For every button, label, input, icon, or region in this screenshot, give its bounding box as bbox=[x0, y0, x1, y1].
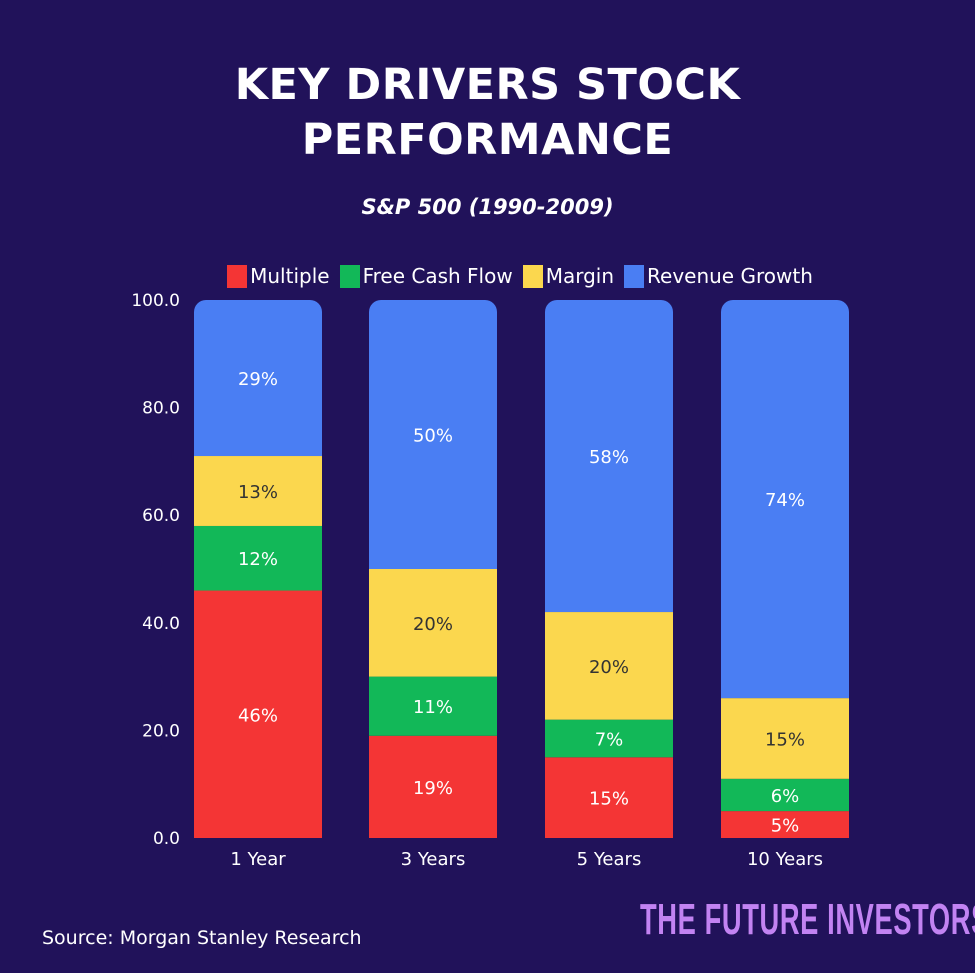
legend-label: Margin bbox=[545, 264, 615, 288]
legend-label: Revenue Growth bbox=[647, 264, 813, 288]
title-line-2: PERFORMANCE bbox=[301, 115, 674, 165]
source-note: Source: Morgan Stanley Research bbox=[42, 927, 362, 949]
bar-segment bbox=[545, 719, 673, 758]
legend: Multiple Free Cash Flow Margin Revenue Grow… bbox=[0, 264, 975, 288]
legend-item: Multiple bbox=[227, 264, 330, 288]
x-tick-label: 1 Year bbox=[230, 849, 286, 870]
legend-swatch bbox=[624, 264, 645, 288]
data-label: 13% bbox=[238, 482, 278, 503]
bar-segment bbox=[194, 590, 322, 838]
bar-segment bbox=[721, 698, 849, 779]
data-label: 50% bbox=[413, 426, 453, 447]
bar-stack bbox=[721, 300, 849, 838]
legend-swatch bbox=[227, 264, 248, 288]
legend-item: Free Cash Flow bbox=[339, 264, 513, 288]
bar-segment bbox=[369, 735, 497, 838]
bar-stack bbox=[545, 300, 673, 838]
bar-segment bbox=[545, 300, 673, 613]
y-tick-label: 40.0 bbox=[142, 614, 180, 634]
data-label: 7% bbox=[595, 729, 624, 750]
baseline-mask bbox=[190, 838, 860, 860]
bar-segment bbox=[369, 300, 497, 569]
bar-stack bbox=[194, 300, 322, 838]
data-label: 19% bbox=[413, 778, 453, 799]
bar-segment bbox=[369, 569, 497, 677]
x-tick-label: 5 Years bbox=[577, 849, 642, 870]
x-tick-label: 3 Years bbox=[401, 849, 466, 870]
bar-segment bbox=[721, 300, 849, 699]
data-label: 12% bbox=[238, 549, 278, 570]
data-label: 46% bbox=[238, 705, 278, 726]
legend-item: Margin bbox=[522, 264, 615, 288]
bar-segment bbox=[194, 456, 322, 526]
bar-stack bbox=[369, 300, 497, 838]
bar-segment bbox=[721, 811, 849, 838]
data-label: 11% bbox=[413, 697, 453, 718]
y-tick-label: 20.0 bbox=[142, 721, 180, 741]
legend-label: Free Cash Flow bbox=[362, 264, 513, 288]
bar-segment bbox=[194, 525, 322, 591]
title-line-1: KEY DRIVERS STOCK bbox=[234, 60, 741, 110]
data-label: 5% bbox=[771, 816, 800, 837]
x-tick-label: 10 Years bbox=[747, 849, 823, 870]
data-label: 20% bbox=[413, 614, 453, 635]
chart-title: KEY DRIVERS STOCK PERFORMANCE bbox=[0, 58, 975, 168]
data-label: 20% bbox=[589, 657, 629, 678]
data-label: 58% bbox=[589, 447, 629, 468]
data-label: 15% bbox=[589, 789, 629, 810]
chart-subtitle: S&P 500 (1990-2009) bbox=[361, 195, 614, 219]
legend-swatch bbox=[522, 264, 543, 288]
y-tick-label: 0.0 bbox=[153, 829, 180, 849]
bar-segment bbox=[545, 757, 673, 838]
legend-label: Multiple bbox=[250, 264, 330, 288]
data-label: 15% bbox=[765, 729, 805, 750]
bar-segment bbox=[194, 300, 322, 457]
y-tick-label: 60.0 bbox=[142, 506, 180, 526]
bar-segment bbox=[545, 612, 673, 720]
data-label: 74% bbox=[765, 490, 805, 511]
bar-segment bbox=[721, 778, 849, 812]
data-label: 29% bbox=[238, 369, 278, 390]
legend-item: Revenue Growth bbox=[624, 264, 813, 288]
y-tick-label: 80.0 bbox=[142, 399, 180, 419]
bar-segment bbox=[369, 676, 497, 736]
brand-logo: THE FUTURE INVESTORS bbox=[640, 895, 975, 944]
y-tick-label: 100.0 bbox=[131, 291, 180, 311]
data-label: 6% bbox=[771, 786, 800, 807]
legend-swatch bbox=[339, 264, 360, 288]
